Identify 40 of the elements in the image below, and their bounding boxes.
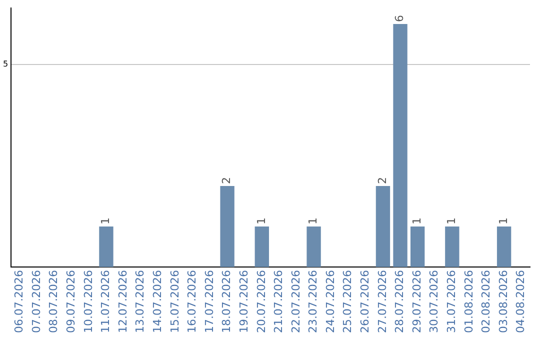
x-tick-label: 27.07.2026 [376,270,389,334]
y-tick-label: 5 [2,60,8,69]
x-tick-label: 25.07.2026 [341,270,354,334]
x-tick-label: 12.07.2026 [116,270,130,334]
x-tick-label: 31.07.2026 [445,270,458,334]
x-tick-label: 04.08.2026 [514,270,528,334]
x-tick-label: 02.08.2026 [480,270,493,334]
x-tick-label: 15.07.2026 [168,270,182,334]
x-tick-label: 29.07.2026 [410,270,424,334]
x-tick-label: 01.08.2026 [462,270,476,334]
data-label: 1 [496,218,510,225]
data-label: 2 [376,177,389,184]
data-label: 1 [445,218,458,225]
x-tick-label: 19.07.2026 [237,270,250,334]
x-tick-label: 26.07.2026 [358,270,372,334]
x-tick-label: 24.07.2026 [324,270,337,334]
x-tick-label: 21.07.2026 [272,270,286,334]
x-tick-label: 14.07.2026 [150,270,164,334]
x-tick-label: 11.07.2026 [99,270,112,334]
x-tick-label: 06.07.2026 [12,270,26,334]
x-tick-label: 09.07.2026 [64,270,78,334]
x-tick-label: 03.08.2026 [496,270,510,334]
x-tick-label: 16.07.2026 [186,270,199,334]
x-tick-label: 30.07.2026 [428,270,441,334]
x-tick-label: 22.07.2026 [289,270,302,334]
x-tick-label: 28.07.2026 [393,270,406,334]
x-tick-label: 17.07.2026 [202,270,216,334]
x-tick-label: 18.07.2026 [220,270,234,334]
data-label: 2 [220,177,234,184]
x-tick-label: 08.07.2026 [47,270,60,334]
x-tick-label: 10.07.2026 [82,270,95,334]
data-label: 1 [99,218,112,225]
data-label: 6 [393,15,406,22]
x-tick-label: 23.07.2026 [306,270,320,334]
x-tick-label: 13.07.2026 [134,270,147,334]
data-label: 1 [306,218,320,225]
x-tick-label: 20.07.2026 [254,270,268,334]
x-tick-label: 07.07.2026 [30,270,43,334]
data-label: 1 [410,218,424,225]
data-label: 1 [254,218,268,225]
